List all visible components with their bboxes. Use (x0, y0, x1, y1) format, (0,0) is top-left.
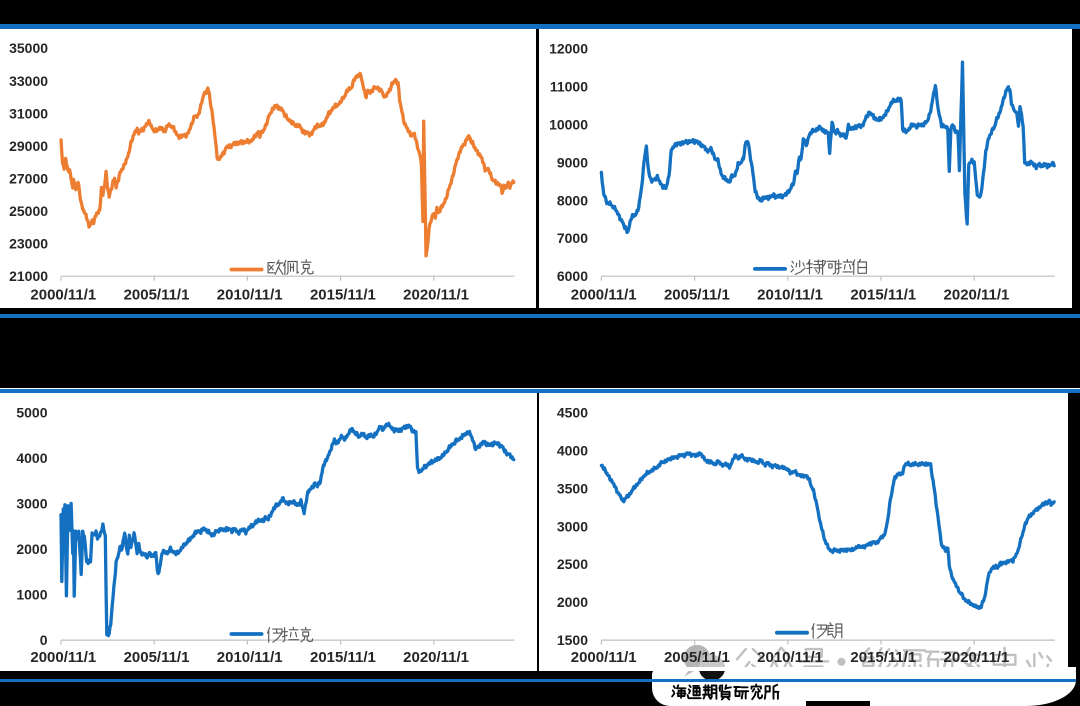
svg-text:21000: 21000 (9, 268, 48, 284)
svg-text:2000/11/1: 2000/11/1 (30, 649, 96, 666)
svg-text:12000: 12000 (549, 40, 588, 56)
svg-text:3000: 3000 (16, 495, 47, 511)
svg-text:23000: 23000 (9, 235, 48, 251)
svg-text:2500: 2500 (557, 556, 588, 572)
svg-text:2000: 2000 (16, 541, 47, 557)
svg-text:31000: 31000 (9, 105, 48, 121)
svg-text:8000: 8000 (557, 192, 588, 208)
svg-text:2020/11/1: 2020/11/1 (944, 649, 1010, 666)
svg-text:2010/11/1: 2010/11/1 (757, 286, 823, 303)
svg-text:6000: 6000 (557, 268, 588, 284)
svg-text:0: 0 (40, 632, 48, 648)
svg-text:5000: 5000 (16, 404, 47, 420)
svg-text:2020/11/1: 2020/11/1 (403, 649, 469, 666)
svg-text:2015/11/1: 2015/11/1 (310, 649, 376, 666)
svg-text:2005/11/1: 2005/11/1 (124, 286, 190, 303)
svg-text:2020/11/1: 2020/11/1 (944, 286, 1010, 303)
svg-text:2000/11/1: 2000/11/1 (571, 286, 637, 303)
svg-text:2010/11/1: 2010/11/1 (757, 649, 823, 666)
svg-text:2015/11/1: 2015/11/1 (310, 286, 376, 303)
svg-text:2010/11/1: 2010/11/1 (217, 286, 283, 303)
svg-text:2015/11/1: 2015/11/1 (850, 649, 916, 666)
svg-text:2005/11/1: 2005/11/1 (664, 286, 730, 303)
svg-text:33000: 33000 (9, 72, 48, 88)
svg-text:4500: 4500 (557, 404, 588, 420)
svg-text:2010/11/1: 2010/11/1 (217, 649, 283, 666)
svg-text:2020/11/1: 2020/11/1 (403, 286, 469, 303)
svg-text:29000: 29000 (9, 137, 48, 153)
svg-text:9000: 9000 (557, 154, 588, 170)
svg-text:11000: 11000 (550, 78, 588, 94)
svg-text:10000: 10000 (549, 116, 588, 132)
svg-text:2005/11/1: 2005/11/1 (124, 649, 190, 666)
svg-text:4000: 4000 (557, 442, 588, 458)
svg-text:27000: 27000 (9, 170, 48, 186)
svg-text:2005/11/1: 2005/11/1 (664, 649, 730, 666)
svg-text:3000: 3000 (557, 518, 588, 534)
svg-text:25000: 25000 (9, 203, 48, 219)
svg-text:1000: 1000 (16, 586, 47, 602)
svg-text:4000: 4000 (16, 450, 47, 466)
svg-text:35000: 35000 (9, 40, 48, 56)
svg-text:1500: 1500 (557, 632, 588, 648)
svg-text:2000/11/1: 2000/11/1 (571, 649, 637, 666)
svg-text:2015/11/1: 2015/11/1 (850, 286, 916, 303)
svg-text:3500: 3500 (557, 480, 588, 496)
svg-text:2000: 2000 (557, 594, 588, 610)
svg-text:2000/11/1: 2000/11/1 (30, 286, 96, 303)
svg-text:7000: 7000 (557, 230, 588, 246)
